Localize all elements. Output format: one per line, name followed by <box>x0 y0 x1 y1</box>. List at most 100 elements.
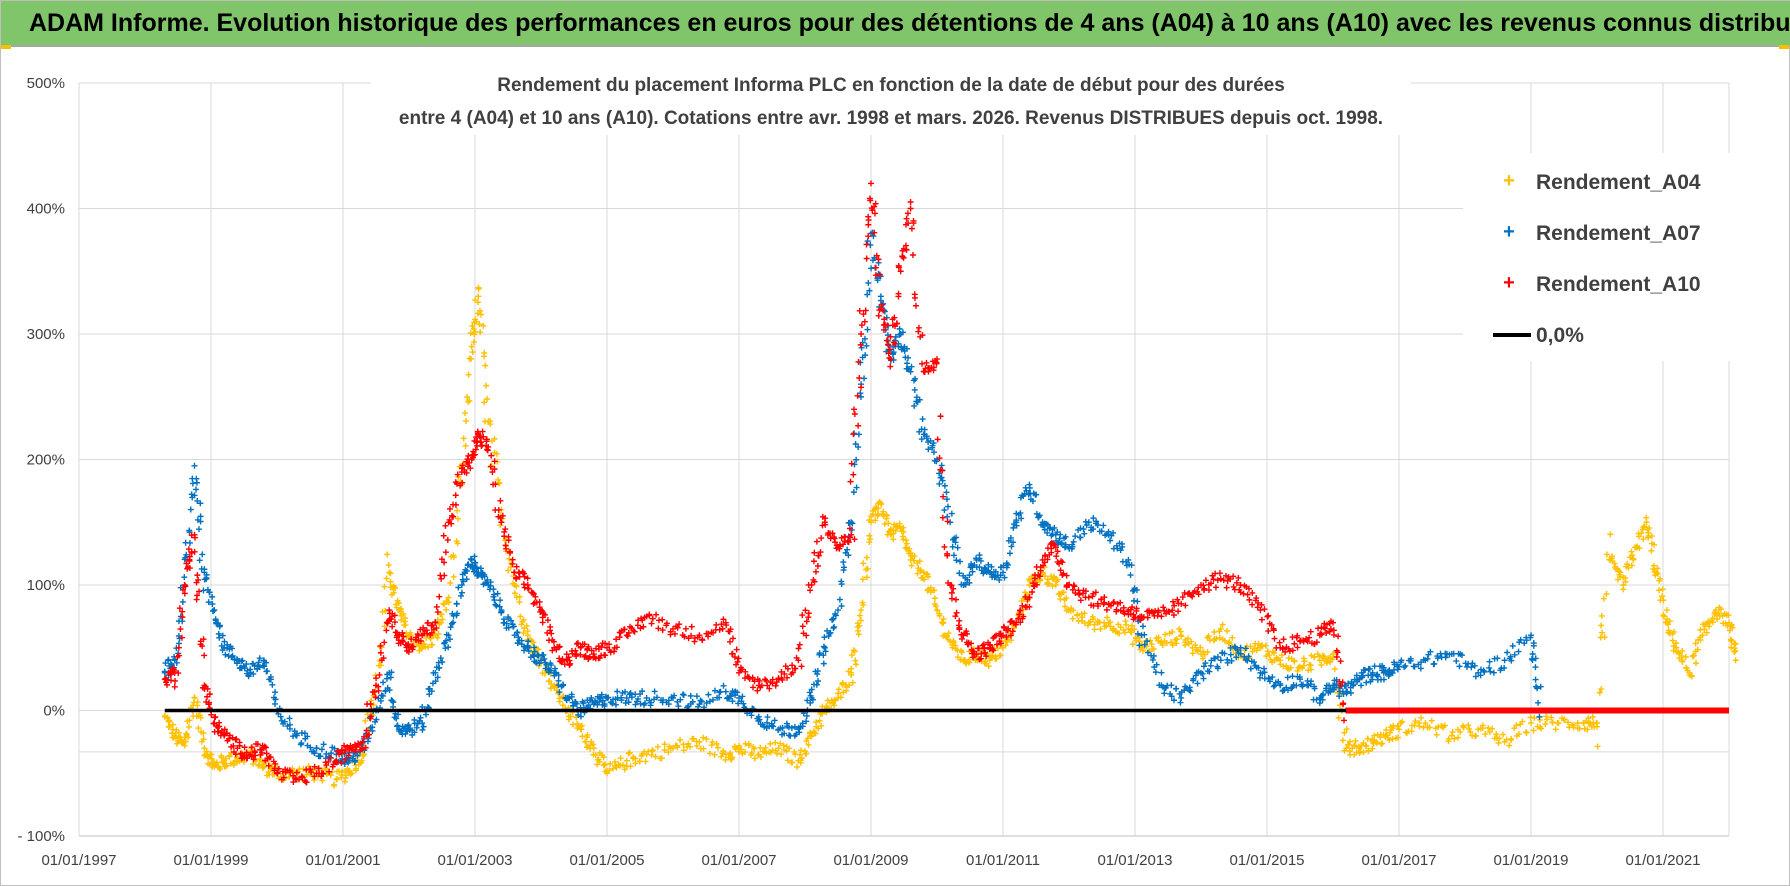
data-point <box>384 620 391 627</box>
data-point <box>278 717 285 724</box>
data-point <box>1694 646 1701 653</box>
data-point <box>814 562 821 569</box>
data-point <box>919 332 926 339</box>
data-point <box>1732 640 1739 647</box>
data-point <box>561 661 568 668</box>
data-point <box>1269 674 1276 681</box>
data-point <box>1116 630 1123 637</box>
data-point <box>742 668 749 675</box>
data-point <box>763 677 770 684</box>
data-point <box>547 667 554 674</box>
data-point <box>467 355 474 362</box>
data-point <box>1654 565 1661 572</box>
data-point <box>649 615 656 622</box>
data-point <box>618 697 625 704</box>
data-point <box>1120 604 1127 611</box>
data-point <box>674 698 681 705</box>
data-point <box>1072 533 1079 540</box>
data-point <box>1041 573 1048 580</box>
data-point <box>1648 547 1655 554</box>
data-point <box>1628 548 1635 555</box>
data-point <box>386 569 393 576</box>
data-point <box>1270 683 1277 690</box>
data-point <box>766 685 773 692</box>
data-point <box>444 536 451 543</box>
data-point <box>1029 498 1036 505</box>
data-point <box>1268 621 1275 628</box>
legend-marker-a07: + <box>1503 221 1515 243</box>
data-point <box>472 446 479 453</box>
data-point <box>352 748 359 755</box>
data-point <box>958 635 965 642</box>
data-point <box>658 755 665 762</box>
data-point <box>899 329 906 336</box>
data-point <box>863 342 870 349</box>
data-point <box>452 501 459 508</box>
data-point <box>1201 585 1208 592</box>
data-point <box>1638 530 1645 537</box>
data-point <box>856 612 863 619</box>
data-point <box>1062 533 1069 540</box>
data-point <box>1133 605 1140 612</box>
data-point <box>507 549 514 556</box>
data-point <box>572 647 579 654</box>
data-point <box>856 307 863 314</box>
data-point <box>228 654 235 661</box>
data-point <box>950 552 957 559</box>
data-point <box>1144 638 1151 645</box>
data-point <box>811 578 818 585</box>
data-point <box>1244 591 1251 598</box>
data-point <box>525 638 532 645</box>
data-point <box>915 324 922 331</box>
data-point <box>171 683 178 690</box>
data-point <box>216 622 223 629</box>
data-point <box>358 746 365 753</box>
data-point <box>1528 720 1534 727</box>
data-point <box>910 557 917 564</box>
data-point <box>1507 653 1514 660</box>
data-point <box>1534 685 1541 692</box>
data-point <box>1297 676 1303 683</box>
data-point <box>387 578 394 585</box>
data-point <box>1042 553 1048 560</box>
data-point <box>1168 693 1175 700</box>
data-point <box>468 556 475 563</box>
data-point <box>392 585 399 592</box>
y-tick-label: 500% <box>27 75 65 92</box>
data-point <box>346 757 353 764</box>
data-point <box>1125 556 1132 563</box>
data-point <box>734 658 741 665</box>
data-point <box>398 616 405 623</box>
data-point <box>813 719 820 726</box>
data-point <box>680 692 687 699</box>
data-point <box>1245 653 1252 660</box>
data-point <box>916 558 923 565</box>
data-point <box>764 682 771 689</box>
data-point <box>577 713 584 720</box>
data-point <box>627 690 634 697</box>
data-point <box>805 610 812 617</box>
data-point <box>548 630 555 637</box>
data-point <box>896 331 903 338</box>
chart-title-line-1: Rendement du placement Informa PLC en fo… <box>497 75 1285 96</box>
data-point <box>772 739 779 746</box>
data-point <box>454 507 461 514</box>
data-point <box>462 410 469 417</box>
data-point <box>813 681 820 688</box>
data-point <box>217 766 224 773</box>
data-point <box>197 513 204 520</box>
data-point <box>193 486 200 493</box>
data-point <box>602 652 609 659</box>
data-point <box>183 551 190 558</box>
data-point <box>863 255 870 262</box>
data-point <box>1001 574 1008 581</box>
data-point <box>1008 543 1015 550</box>
data-point <box>191 462 198 469</box>
data-point <box>470 338 477 345</box>
data-point <box>830 534 837 541</box>
data-point <box>1271 649 1278 656</box>
data-point <box>687 692 694 699</box>
data-point <box>221 638 228 645</box>
data-point <box>729 754 736 761</box>
data-point <box>1045 580 1052 587</box>
